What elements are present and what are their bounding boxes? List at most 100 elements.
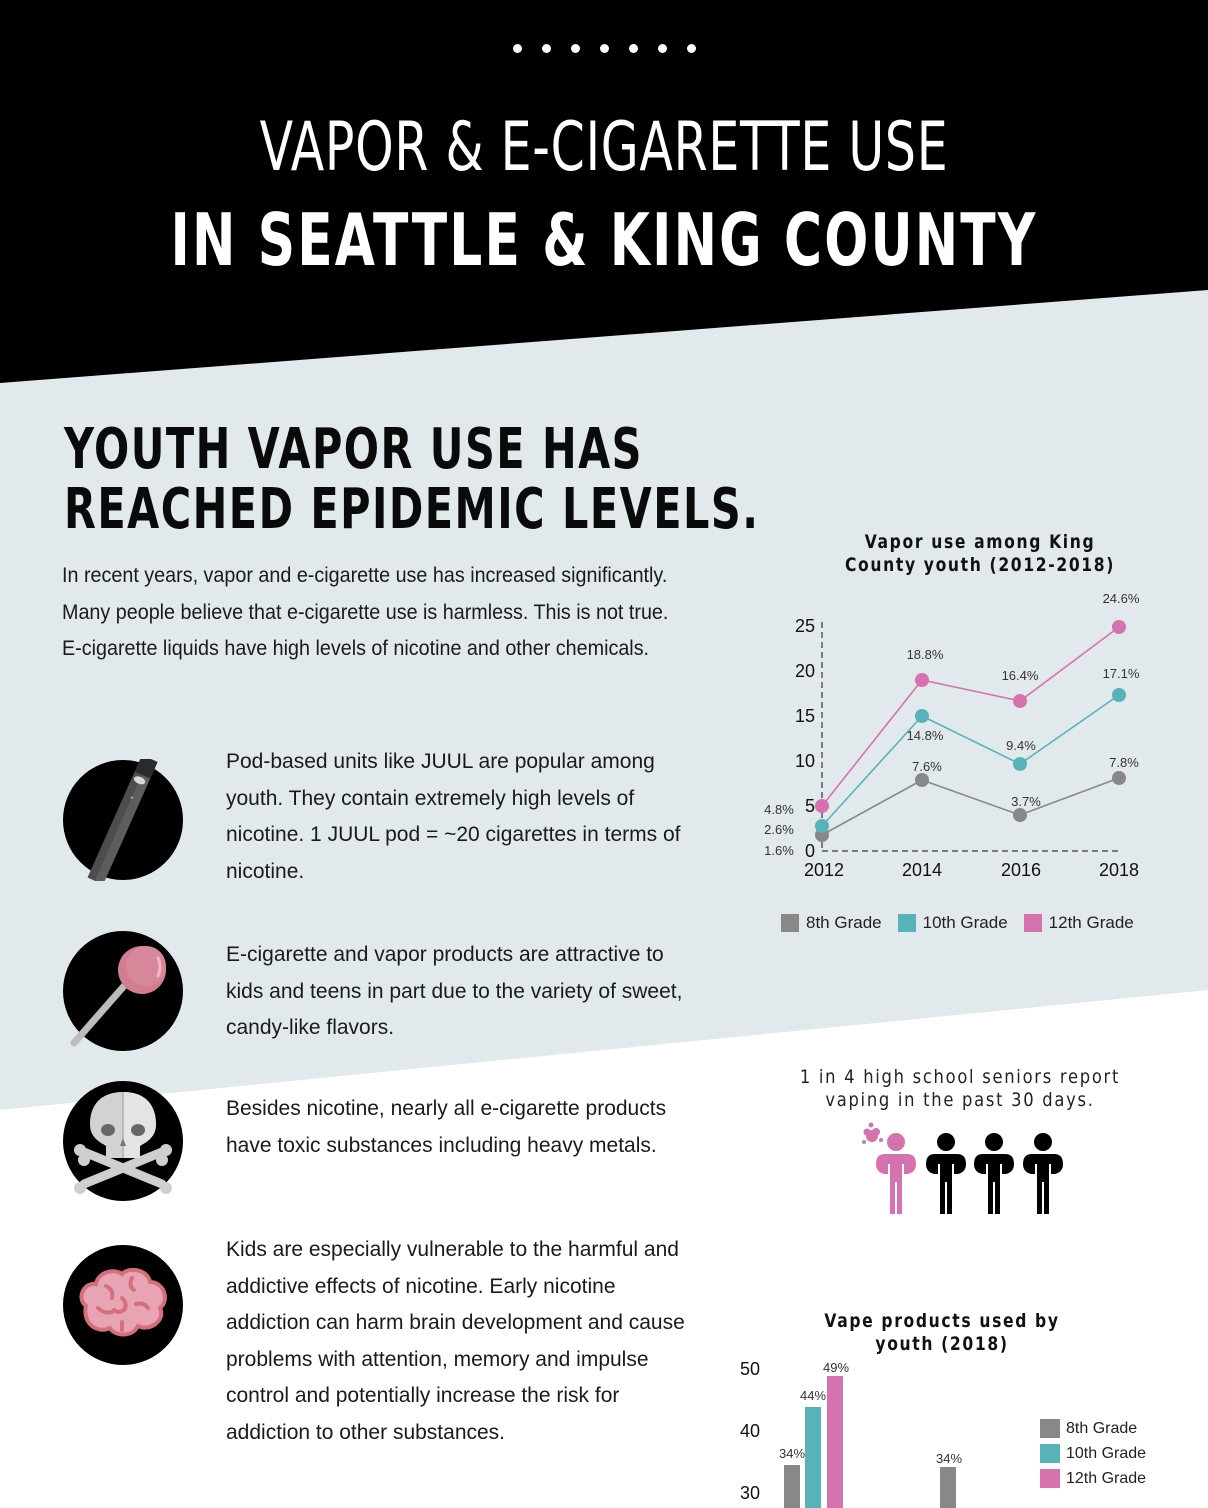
svg-text:50: 50	[740, 1359, 760, 1379]
legend-label: 10th Grade	[1066, 1444, 1147, 1462]
svg-text:30: 30	[740, 1483, 760, 1503]
bar-8th-cat2	[940, 1467, 956, 1508]
svg-text:2012: 2012	[804, 860, 844, 880]
svg-text:9.4%: 9.4%	[1006, 738, 1036, 753]
series-line-8th	[821, 777, 1120, 836]
y-tick-labels: 0 5 10 15 20 25	[795, 616, 815, 861]
headline-line2: REACHED EPIDEMIC LEVELS.	[64, 477, 760, 542]
svg-text:0: 0	[805, 841, 815, 861]
skull-crossbones-icon	[63, 1081, 183, 1201]
svg-text:14.8%: 14.8%	[907, 728, 944, 743]
brain-icon	[63, 1245, 183, 1365]
svg-text:3.7%: 3.7%	[1011, 794, 1041, 809]
dot-icon	[628, 44, 638, 53]
lollipop-icon	[63, 931, 183, 1051]
legend-label: 10th Grade	[922, 913, 1008, 932]
svg-text:7.8%: 7.8%	[1109, 755, 1139, 770]
legend-label: 8th Grade	[806, 913, 882, 932]
svg-text:44%: 44%	[800, 1388, 826, 1403]
bar-data-labels: 34% 44% 49% 34%	[779, 1360, 962, 1466]
legend-swatch-10th	[897, 914, 916, 932]
intro-paragraph: In recent years, vapor and e-cigarette u…	[62, 564, 669, 660]
legend-swatch-12th	[1040, 1469, 1060, 1488]
svg-text:2.6%: 2.6%	[764, 822, 794, 837]
legend-swatch-12th	[1023, 914, 1042, 932]
header-black	[0, 0, 1208, 383]
bar-chart-title-line2: youth (2018)	[875, 1333, 1009, 1355]
svg-text:4.8%: 4.8%	[764, 802, 794, 817]
legend-item-12th: 12th Grade	[1023, 913, 1134, 933]
dot-icon	[512, 44, 522, 53]
fact-juul: Pod-based units like JUUL are popular am…	[226, 750, 681, 883]
dot-icon	[599, 44, 609, 53]
legend-item-10th: 10th Grade	[897, 913, 1008, 933]
bar-10th-cat1	[805, 1407, 821, 1508]
page-title-line2: IN SEATTLE & KING COUNTY	[170, 198, 1038, 282]
svg-text:34%: 34%	[779, 1446, 805, 1461]
fact-flavors: E-cigarette and vapor products are attra…	[226, 943, 683, 1039]
svg-text:40: 40	[740, 1421, 760, 1441]
person-vaping-icon	[862, 1122, 916, 1214]
svg-text:34%: 34%	[936, 1451, 962, 1466]
stat-line1: 1 in 4 high school seniors report	[799, 1066, 1121, 1088]
series-points-10th	[815, 688, 1126, 833]
svg-text:18.8%: 18.8%	[907, 647, 944, 662]
svg-text:2014: 2014	[902, 860, 942, 880]
fact-toxic: Besides nicotine, nearly all e-cigarette…	[226, 1097, 667, 1157]
bar-y-tick-labels: 50 40 30	[740, 1359, 760, 1503]
bar-chart-title-line1: Vape products used by	[824, 1310, 1060, 1332]
line-chart-title-line1: Vapor use among King	[864, 531, 1096, 553]
legend-swatch-10th	[1040, 1444, 1060, 1463]
x-tick-labels: 2012 2014 2016 2018	[804, 860, 1139, 880]
series-line-10th	[821, 694, 1120, 827]
svg-text:49%: 49%	[823, 1360, 849, 1375]
legend-swatch-8th	[781, 914, 799, 932]
data-labels: 1.6% 7.6% 3.7% 7.8% 2.6% 14.8% 9.4% 17.1…	[764, 591, 1140, 858]
section-headline: YOUTH VAPOR USE HAS REACHED EPIDEMIC LEV…	[64, 420, 759, 540]
bar-12th-cat1	[827, 1376, 843, 1508]
legend-swatch-8th	[1040, 1419, 1060, 1438]
page-title-line1: VAPOR & E-CIGARETTE USE	[259, 108, 949, 187]
series-line-12th	[821, 626, 1120, 807]
svg-text:5: 5	[805, 796, 815, 816]
light-band	[0, 290, 1208, 1110]
bar-chart-legend: 8th Grade 10th Grade 12th Grade	[1040, 1416, 1146, 1491]
svg-text:15: 15	[795, 706, 815, 726]
legend-label: 12th Grade	[1066, 1469, 1147, 1487]
dot-icon	[686, 44, 696, 53]
line-chart-legend: 8th Grade 10th Grade 12th Grade	[781, 913, 1150, 933]
svg-text:10: 10	[795, 751, 815, 771]
svg-text:2016: 2016	[1001, 860, 1041, 880]
svg-text:17.1%: 17.1%	[1103, 666, 1140, 681]
fact-brain: Kids are especially vulnerable to the ha…	[226, 1238, 685, 1444]
series-points-12th	[815, 620, 1126, 813]
svg-text:20: 20	[795, 661, 815, 681]
legend-item-12th: 12th Grade	[1040, 1466, 1146, 1491]
legend-item-8th: 8th Grade	[1040, 1416, 1146, 1441]
legend-item-8th: 8th Grade	[781, 913, 882, 933]
stat-line2: vaping in the past 30 days.	[825, 1089, 1095, 1111]
people-icons	[862, 1122, 1063, 1214]
dot-icon	[541, 44, 551, 53]
decorative-dots	[0, 40, 1208, 58]
juul-device-icon	[63, 759, 183, 881]
dot-icon	[657, 44, 667, 53]
bar-chart-title: Vape products used by youth (2018)	[778, 1310, 1106, 1356]
svg-text:2018: 2018	[1099, 860, 1139, 880]
svg-text:25: 25	[795, 616, 815, 636]
headline-line1: YOUTH VAPOR USE HAS	[64, 417, 644, 482]
legend-label: 8th Grade	[1066, 1419, 1138, 1437]
legend-item-10th: 10th Grade	[1040, 1441, 1146, 1466]
svg-text:7.6%: 7.6%	[912, 759, 942, 774]
line-chart-title: Vapor use among King County youth (2012-…	[816, 531, 1144, 577]
line-chart-title-line2: County youth (2012-2018)	[844, 554, 1116, 576]
svg-text:24.6%: 24.6%	[1103, 591, 1140, 606]
svg-text:1.6%: 1.6%	[764, 843, 794, 858]
svg-text:16.4%: 16.4%	[1002, 668, 1039, 683]
legend-label: 12th Grade	[1048, 913, 1134, 932]
dot-icon	[570, 44, 580, 53]
stat-callout: 1 in 4 high school seniors report vaping…	[788, 1066, 1132, 1112]
